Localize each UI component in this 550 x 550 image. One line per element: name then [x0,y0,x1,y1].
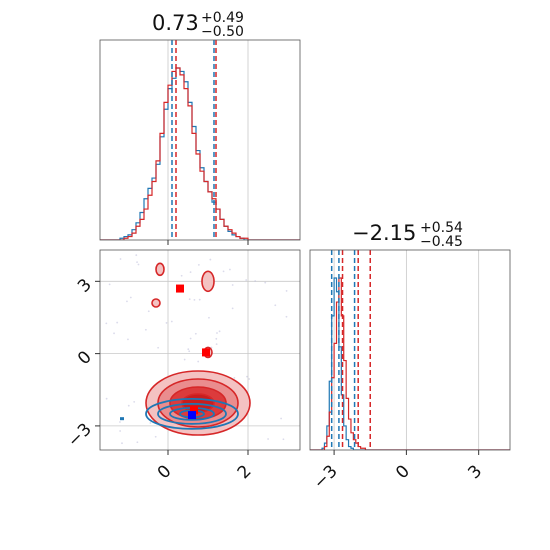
density-sample-dot [170,320,173,323]
density-y-ticklabel: 0 [74,347,96,369]
density-marker-red [176,284,184,293]
density-sample-dot [133,400,136,403]
density-blue-contour [145,397,239,430]
density-sample-dot [105,322,108,325]
density-sample-dot [126,300,128,303]
param0-title-median: 0.73 [152,11,199,35]
density-sample-dot [198,298,201,301]
density-sample-dot [127,404,130,407]
param1-title-plus: +0.54 [420,220,463,236]
density-sample-dot [245,279,248,281]
density-2d-frame [99,249,301,451]
density-sample-dot [254,280,257,282]
density-sample-dot [218,330,221,333]
hist-param0-panel [99,39,301,245]
hist-param0-frame [99,39,301,241]
density-sample-dot [144,328,147,331]
density-sample-dot [215,337,218,340]
density-sample-dot [136,441,139,444]
density-sample-dot [149,422,152,424]
density-sample-dot [121,442,123,445]
density-marker-red [202,348,210,357]
density-sample-dot [216,332,218,334]
density-sample-dot [105,397,108,400]
density-sample-dot [188,350,191,353]
density-sample-dot [231,307,234,310]
density-marker-blue [188,411,196,420]
density-blue-island [120,417,124,421]
density-sample-dot [108,283,111,286]
density-sample-dot [264,281,267,284]
density-sample-dot [129,296,132,299]
param0-title-minus: −0.50 [201,24,244,40]
param0-title-plus: +0.49 [201,10,244,26]
density-sample-dot [187,348,190,351]
density-sample-dot [119,258,122,260]
density-x-ticklabel: 0 [154,461,176,483]
density-sample-dot [280,417,283,420]
density-sample-dot [135,254,138,257]
density-sample-dot [246,375,248,378]
hist-param1-blue-series [310,277,510,450]
hist-param1-panel: −3 0 3 [309,249,511,493]
density-sample-dot [147,310,150,313]
density-sample-dot [215,343,218,346]
density-sample-dot [154,435,157,438]
density-sample-dot [197,360,200,363]
density-sample-dot [137,263,140,266]
density-red-island [155,262,165,277]
param1-title-minus: −0.45 [420,234,463,250]
density-red-island [151,298,161,308]
density-sample-dot [188,298,191,301]
hist-param1-frame [309,249,511,451]
density-2d-panel: 0 2 −3 0 3 [64,249,301,483]
hist-param0-blue-series [100,67,300,240]
density-sample-dot [189,271,192,274]
density-blue-contour [157,402,227,425]
density-sample-dot [285,315,288,318]
density-sample-dot [136,261,138,264]
density-sample-dot [285,290,288,292]
density-sample-dot [222,270,225,273]
density-x-ticklabel: 2 [234,461,256,483]
param1-title-median: −2.15 [352,221,416,245]
density-sample-dot [127,338,129,341]
density-sample-dot [233,377,236,379]
density-sample-dot [116,321,119,324]
density-sample-dot [194,332,197,335]
density-sample-dot [113,332,115,335]
density-sample-dot [267,438,269,440]
density-sample-dot [183,358,186,361]
density-sample-dot [119,430,122,432]
density-sample-dot [209,258,212,261]
density-red-island [201,270,215,293]
density-sample-dot [165,322,168,324]
density-sample-dot [119,421,121,423]
density-sample-dot [180,274,183,277]
hist-param1-x-ticklabel: 3 [464,461,486,483]
density-sample-dot [274,304,277,307]
density-marker-red [190,406,198,415]
hist-param1-red-series [310,277,510,450]
density-y-ticklabel: −3 [64,420,96,452]
density-y-ticklabel: 3 [74,275,96,297]
density-sample-dot [197,263,200,266]
density-sample-dot [189,337,192,340]
density-sample-dot [208,316,210,319]
density-sample-dot [248,378,251,380]
density-sample-dot [282,438,285,441]
hist-param1-x-ticklabel: 0 [392,461,414,483]
density-sample-dot [193,298,196,301]
density-sample-dot [231,284,234,286]
hist-param0-red-series [100,67,300,240]
hist-param1-x-ticklabel: −3 [310,461,342,493]
density-sample-dot [157,346,160,349]
density-sample-dot [229,268,231,271]
